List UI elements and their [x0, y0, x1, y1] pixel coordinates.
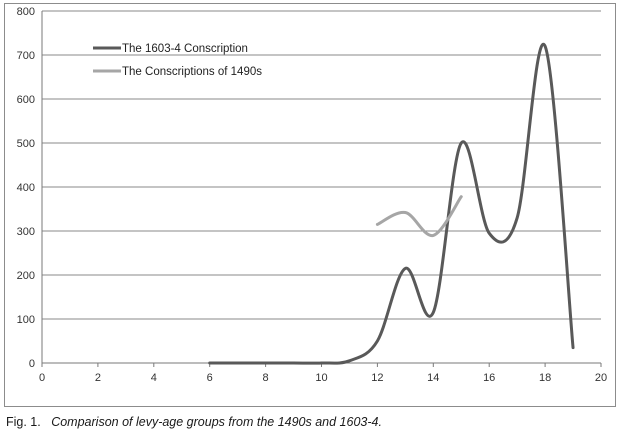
- x-tick-label-4: 4: [151, 372, 157, 384]
- chart-frame: 0 100 200 300 400 500 600 700 800 0 2 4 6 8 10 12 14 16 18…: [4, 3, 616, 407]
- series-line-2: [375, 195, 463, 237]
- y-tick-label-200: 200: [17, 270, 35, 282]
- series-line-1: [208, 42, 575, 365]
- series-lines: [208, 42, 575, 365]
- x-tick-label-16: 16: [483, 372, 495, 384]
- gridlines: [42, 10, 601, 320]
- y-tick-label-700: 700: [17, 50, 35, 62]
- caption-label: Fig. 1.: [6, 415, 41, 429]
- x-tick-label-12: 12: [371, 372, 383, 384]
- line-chart: 0 100 200 300 400 500 600 700 800 0 2 4 6 8 10 12 14 16 18…: [17, 6, 607, 384]
- x-tick-label-8: 8: [263, 372, 269, 384]
- legend-label-1: The 1603-4 Conscription: [122, 43, 248, 55]
- x-tick-label-14: 14: [427, 372, 439, 384]
- x-tick-label-6: 6: [207, 372, 213, 384]
- axes: 0 100 200 300 400 500 600 700 800 0 2 4 6 8 10 12 14 16 18…: [17, 6, 607, 384]
- y-tick-label-800: 800: [17, 6, 35, 18]
- legend: The 1603-4 Conscription The Conscriptions…: [93, 43, 262, 78]
- y-tick-label-600: 600: [17, 94, 35, 106]
- y-tick-label-300: 300: [17, 226, 35, 238]
- figure-caption: Fig. 1. Comparison of levy-age groups fr…: [6, 415, 382, 429]
- x-tick-label-20: 20: [595, 372, 607, 384]
- y-tick-label-100: 100: [17, 314, 35, 326]
- y-tick-label-0: 0: [29, 358, 35, 370]
- x-tick-label-18: 18: [539, 372, 551, 384]
- x-tick-label-10: 10: [315, 372, 327, 384]
- caption-text: Comparison of levy-age groups from the 1…: [51, 415, 382, 429]
- x-tick-label-0: 0: [39, 372, 45, 384]
- legend-label-2: The Conscriptions of 1490s: [122, 66, 262, 78]
- x-tick-label-2: 2: [95, 372, 101, 384]
- y-tick-label-400: 400: [17, 182, 35, 194]
- y-tick-label-500: 500: [17, 138, 35, 150]
